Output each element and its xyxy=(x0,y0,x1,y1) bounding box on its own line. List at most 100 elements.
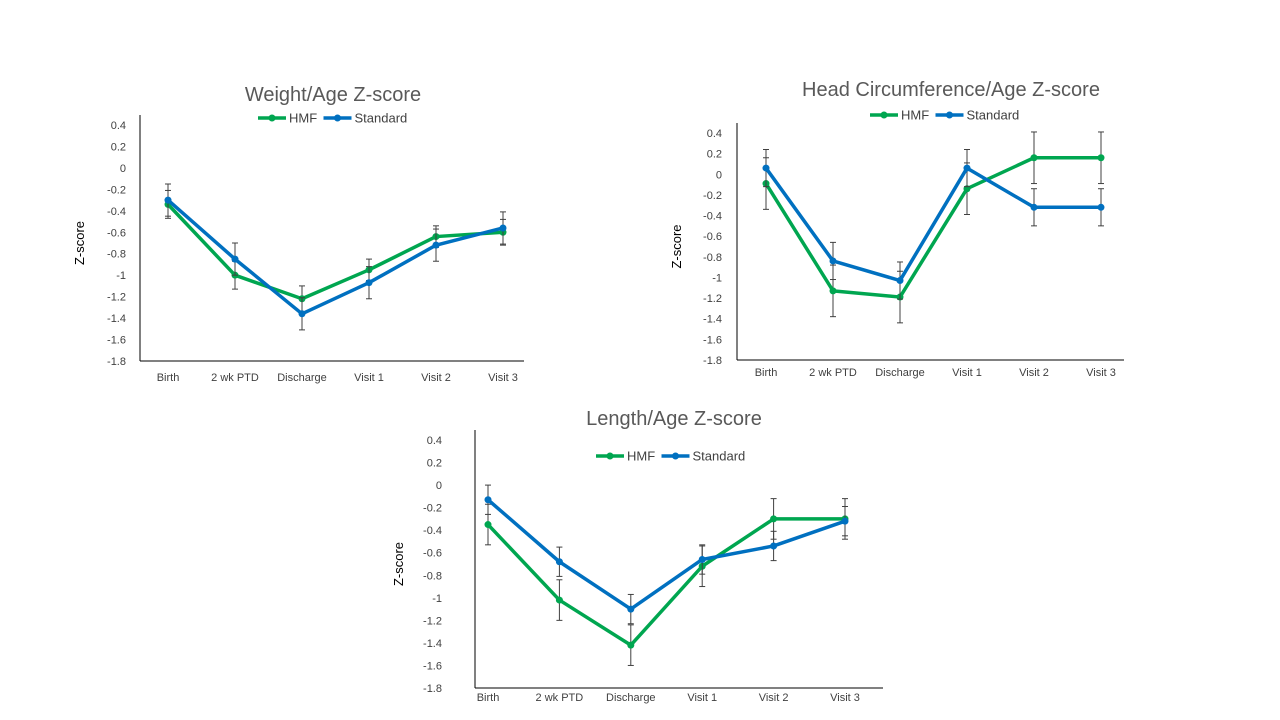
data-point xyxy=(1030,154,1038,162)
x-tick-label: Visit 1 xyxy=(687,692,717,704)
series-standard xyxy=(484,484,849,625)
y-tick-label: -1.6 xyxy=(107,335,126,347)
x-tick-label: Visit 1 xyxy=(952,367,982,379)
legend-marker xyxy=(946,111,953,119)
legend-label: HMF xyxy=(901,108,929,123)
chart-2: Length/Age Z-score 0.4 0.2 0 -0.2 -0.4 -0.6 -0.… xyxy=(391,408,883,704)
x-tick-label: Visit 2 xyxy=(759,692,789,704)
y-tick-label: -0.2 xyxy=(107,184,126,196)
chart-1: Head Circumference/Age Z-score 0.4 0.2 0 -0.… xyxy=(669,79,1124,379)
data-point xyxy=(499,224,507,232)
data-point xyxy=(164,196,172,204)
data-point xyxy=(484,496,492,504)
y-tick-label: 0.2 xyxy=(427,458,442,470)
y-tick-label: -0.4 xyxy=(423,525,442,537)
x-tick-label: Visit 1 xyxy=(354,372,384,384)
legend-label: Standard xyxy=(355,111,408,126)
data-point xyxy=(627,641,635,649)
x-tick-label: 2 wk PTD xyxy=(536,692,584,704)
legend: HMF Standard xyxy=(870,108,1019,123)
data-point xyxy=(698,555,706,563)
y-tick-label: 0.2 xyxy=(707,149,722,161)
y-tick-label: -1.4 xyxy=(107,313,126,325)
y-tick-label: -0.6 xyxy=(107,227,126,239)
series-line xyxy=(486,517,845,647)
data-point xyxy=(770,542,778,550)
y-tick-label: -0.8 xyxy=(107,249,126,261)
data-point xyxy=(1097,154,1105,162)
y-tick-label: -1 xyxy=(712,272,722,284)
y-tick-label: -1 xyxy=(116,270,126,282)
chart-title: Length/Age Z-score xyxy=(586,408,762,430)
data-point xyxy=(829,287,837,295)
y-tick-label: -0.2 xyxy=(703,190,722,202)
y-tick-label: -1.4 xyxy=(423,638,442,650)
legend-label: HMF xyxy=(289,111,317,126)
x-tick-label: Discharge xyxy=(277,372,327,384)
y-tick-label: -0.2 xyxy=(423,503,442,515)
x-tick-label: Visit 2 xyxy=(421,372,451,384)
x-tick-label: Birth xyxy=(755,367,778,379)
x-tick-label: Birth xyxy=(157,372,180,384)
data-point xyxy=(829,257,837,265)
x-tick-label: Visit 3 xyxy=(1086,367,1116,379)
y-axis-label: Z-score xyxy=(391,542,406,586)
series-line xyxy=(166,198,504,316)
x-tick-label: Visit 3 xyxy=(830,692,860,704)
data-point xyxy=(841,517,849,525)
data-point xyxy=(298,310,306,318)
series-line xyxy=(764,166,1101,283)
y-tick-label: -1 xyxy=(432,593,442,605)
series-hmf xyxy=(484,498,849,666)
y-tick-label: -1.2 xyxy=(703,293,722,305)
x-tick-label: Discharge xyxy=(606,692,656,704)
data-point xyxy=(1097,203,1105,211)
y-tick-label: 0 xyxy=(716,169,722,181)
y-tick-label: -0.4 xyxy=(107,206,126,218)
data-point xyxy=(770,515,778,523)
data-point xyxy=(555,596,563,604)
data-point xyxy=(555,558,563,566)
y-tick-label: -1.6 xyxy=(703,334,722,346)
y-tick-label: -0.6 xyxy=(703,231,722,243)
y-tick-label: -0.4 xyxy=(703,211,722,223)
y-tick-label: 0.4 xyxy=(427,435,442,447)
data-point xyxy=(432,241,440,249)
legend-label: HMF xyxy=(627,449,655,464)
series-standard xyxy=(762,149,1105,300)
x-tick-label: Discharge xyxy=(875,367,925,379)
y-axis-label: Z-score xyxy=(72,221,87,265)
y-tick-label: 0 xyxy=(120,163,126,175)
y-tick-label: -1.8 xyxy=(107,356,126,368)
data-point xyxy=(484,521,492,529)
y-tick-label: -0.8 xyxy=(423,570,442,582)
y-tick-label: 0.4 xyxy=(111,120,126,132)
y-tick-label: -1.6 xyxy=(423,660,442,672)
legend-marker xyxy=(672,452,679,460)
y-tick-label: -1.2 xyxy=(423,615,442,627)
series-line xyxy=(166,203,504,301)
y-tick-label: 0.2 xyxy=(111,141,126,153)
series-hmf xyxy=(164,189,507,313)
data-point xyxy=(762,164,770,172)
data-point xyxy=(627,605,635,613)
series-line xyxy=(486,498,846,611)
y-tick-label: 0.4 xyxy=(707,128,722,140)
y-tick-label: -0.6 xyxy=(423,548,442,560)
legend-label: Standard xyxy=(693,449,746,464)
y-tick-label: -1.8 xyxy=(423,683,442,695)
legend-marker xyxy=(268,114,276,122)
data-point xyxy=(1030,203,1038,211)
legend-marker xyxy=(334,114,341,122)
y-tick-label: -1.8 xyxy=(703,355,722,367)
legend: HMF Standard xyxy=(258,111,407,126)
data-point xyxy=(896,277,904,285)
legend-marker xyxy=(880,111,888,119)
y-tick-label: -0.8 xyxy=(703,252,722,264)
x-tick-label: Visit 3 xyxy=(488,372,518,384)
x-tick-label: 2 wk PTD xyxy=(211,372,259,384)
y-tick-label: 0 xyxy=(436,480,442,492)
x-tick-label: Visit 2 xyxy=(1019,367,1049,379)
series-line xyxy=(764,156,1101,299)
